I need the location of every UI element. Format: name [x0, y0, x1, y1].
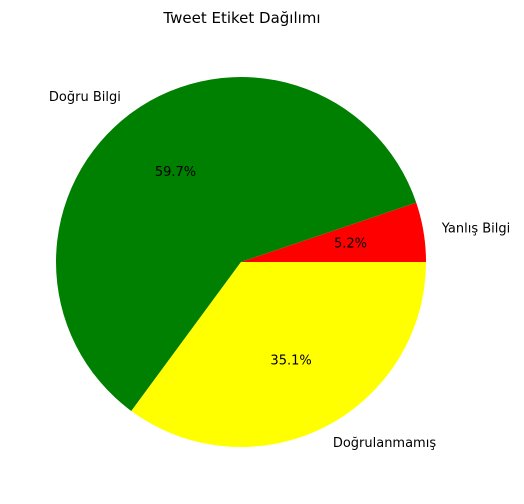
slice-percent-label: 59.7% [155, 165, 196, 180]
chart-title: Tweet Etiket Dağılımı [162, 9, 320, 27]
pie-slice [131, 262, 427, 448]
pie-slice [56, 77, 417, 411]
slice-percent-label: 35.1% [270, 354, 311, 369]
slice-percent-label: 5.2% [334, 236, 367, 251]
slice-label: Doğru Bilgi [49, 90, 121, 105]
pie-slices [56, 77, 427, 448]
slice-label: Yanlış Bilgi [441, 221, 511, 236]
slice-label: Doğrulanmamış [333, 436, 437, 451]
pie-labels: Yanlış Bilgi 5.2% Doğru Bilgi 59.7% Doğrulan… [49, 90, 510, 451]
pie-slice [241, 202, 426, 262]
